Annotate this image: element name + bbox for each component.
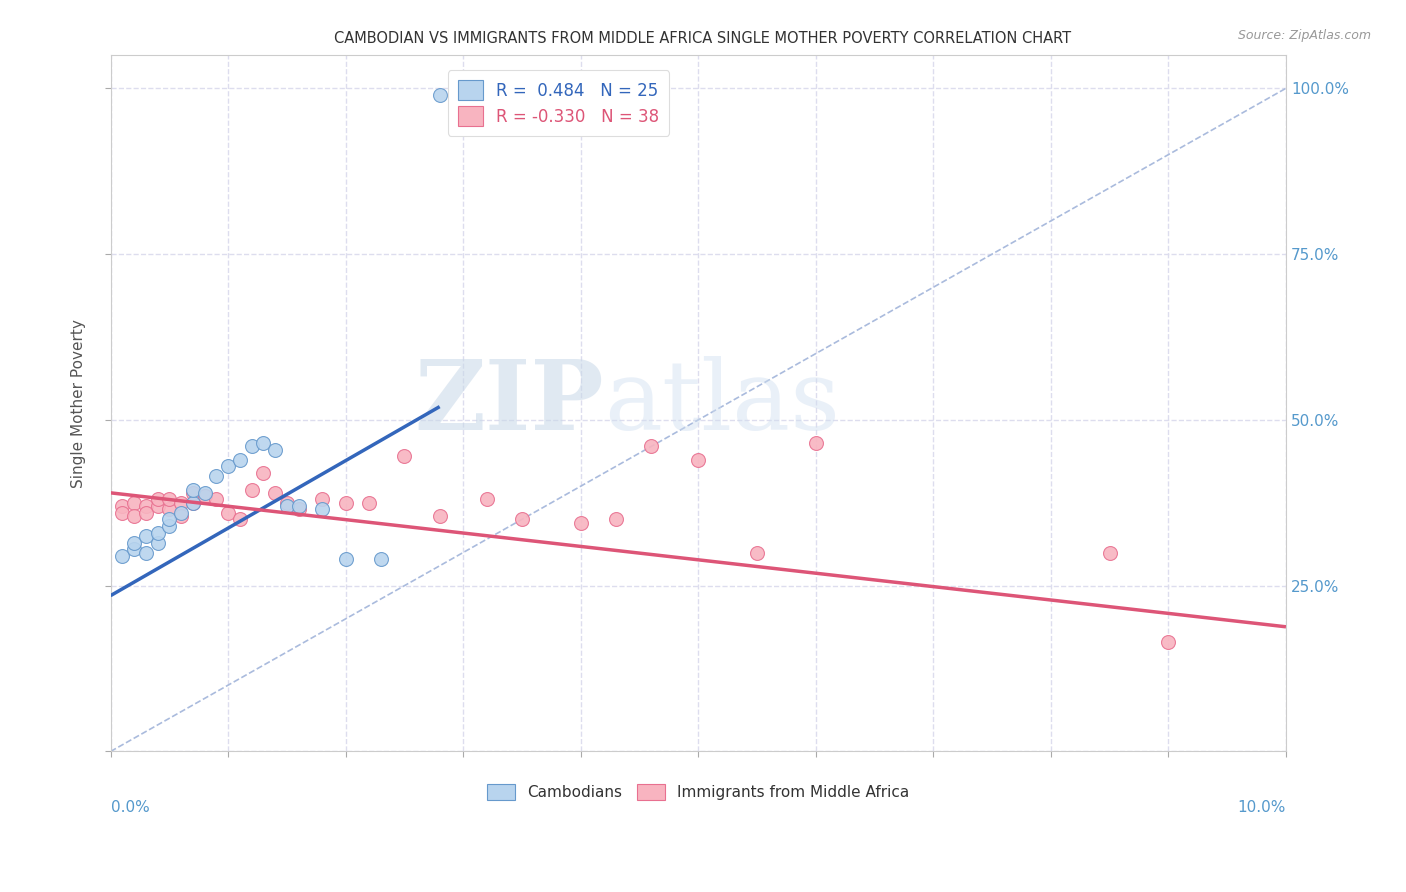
Point <box>217 459 239 474</box>
Text: ZIP: ZIP <box>415 356 605 450</box>
Point <box>135 545 157 559</box>
Point <box>194 489 217 503</box>
Point <box>157 512 180 526</box>
Point <box>146 525 169 540</box>
Point <box>370 552 392 566</box>
Point <box>429 509 451 524</box>
Point <box>429 87 451 102</box>
Y-axis label: Single Mother Poverty: Single Mother Poverty <box>72 318 86 488</box>
Point <box>240 483 263 497</box>
Point <box>229 512 252 526</box>
Text: CAMBODIAN VS IMMIGRANTS FROM MIDDLE AFRICA SINGLE MOTHER POVERTY CORRELATION CHA: CAMBODIAN VS IMMIGRANTS FROM MIDDLE AFRI… <box>335 31 1071 46</box>
Point <box>135 529 157 543</box>
Point <box>264 486 287 500</box>
Point <box>276 496 298 510</box>
Point <box>688 452 710 467</box>
Point <box>229 452 252 467</box>
Point <box>181 486 204 500</box>
Point <box>122 496 145 510</box>
Point <box>170 496 193 510</box>
Point <box>311 502 333 516</box>
Point <box>146 492 169 507</box>
Point <box>745 545 768 559</box>
Point <box>510 512 533 526</box>
Point <box>111 506 134 520</box>
Point <box>170 506 193 520</box>
Text: Source: ZipAtlas.com: Source: ZipAtlas.com <box>1237 29 1371 42</box>
Point <box>111 499 134 513</box>
Point <box>475 492 498 507</box>
Point <box>146 499 169 513</box>
Point <box>240 439 263 453</box>
Point <box>287 502 309 516</box>
Point <box>122 535 145 549</box>
Point <box>135 499 157 513</box>
Point <box>170 509 193 524</box>
Point <box>194 486 217 500</box>
Point <box>181 496 204 510</box>
Point <box>252 436 274 450</box>
Point <box>335 496 357 510</box>
Point <box>181 496 204 510</box>
Point <box>135 506 157 520</box>
Point <box>1157 635 1180 649</box>
Point <box>157 502 180 516</box>
Point <box>287 499 309 513</box>
Text: atlas: atlas <box>605 356 841 450</box>
Point <box>157 492 180 507</box>
Point <box>157 519 180 533</box>
Point <box>122 509 145 524</box>
Point <box>217 506 239 520</box>
Point <box>276 499 298 513</box>
Point <box>335 552 357 566</box>
Text: 10.0%: 10.0% <box>1237 800 1286 815</box>
Point <box>1098 545 1121 559</box>
Legend: Cambodians, Immigrants from Middle Africa: Cambodians, Immigrants from Middle Afric… <box>481 779 915 806</box>
Point <box>804 436 827 450</box>
Point <box>605 512 627 526</box>
Point <box>394 450 416 464</box>
Point <box>252 466 274 480</box>
Point <box>111 549 134 563</box>
Point <box>205 469 228 483</box>
Point <box>146 535 169 549</box>
Point <box>569 516 592 530</box>
Point <box>640 439 662 453</box>
Point <box>122 542 145 557</box>
Point <box>311 492 333 507</box>
Point <box>205 492 228 507</box>
Point <box>359 496 381 510</box>
Point <box>264 442 287 457</box>
Text: 0.0%: 0.0% <box>111 800 149 815</box>
Point <box>181 483 204 497</box>
